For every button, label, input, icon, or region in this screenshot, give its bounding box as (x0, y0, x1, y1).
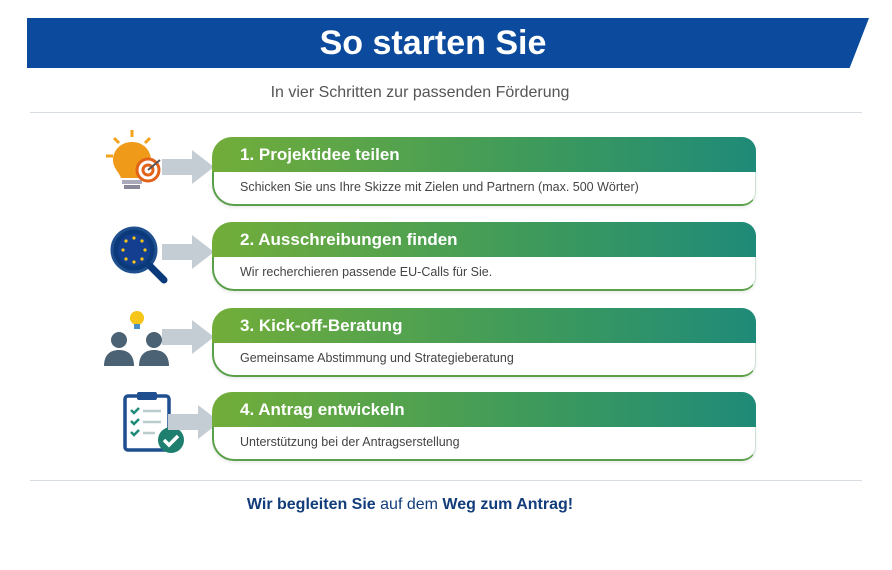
title-banner: So starten Sie (27, 18, 869, 68)
divider (30, 112, 862, 113)
step-text: Unterstützung bei der Antragserstellung (212, 427, 756, 461)
step-text: Wir recherchieren passende EU-Calls für … (212, 257, 756, 291)
step-text: Schicken Sie uns Ihre Skizze mit Zielen … (212, 172, 756, 206)
page-subtitle: In vier Schritten zur passenden Förderun… (270, 84, 570, 101)
page-title: So starten Sie (319, 24, 547, 62)
eu-magnifier-icon (110, 226, 168, 284)
tagline-normal: auf dem (375, 496, 443, 513)
arrow-icon (168, 405, 220, 439)
step-card-4: 4. Antrag entwickeln Unterstützung bei d… (212, 392, 756, 461)
step-title: 1. Projektidee teilen (212, 137, 756, 172)
step-title: 4. Antrag entwickeln (212, 392, 756, 427)
step-title: 2. Ausschreibungen finden (212, 222, 756, 257)
tagline-bold-2: Weg zum Antrag! (442, 496, 574, 513)
step-text: Gemeinsame Abstimmung und Strategieberat… (212, 343, 756, 377)
people-idea-icon (104, 311, 169, 366)
arrow-icon (162, 150, 214, 184)
tagline-bold-1: Wir begleiten Sie (246, 496, 376, 513)
divider (30, 480, 862, 481)
step-title: 3. Kick-off-Beratung (212, 308, 756, 343)
step-card-3: 3. Kick-off-Beratung Gemeinsame Abstimmu… (212, 308, 756, 377)
step-card-1: 1. Projektidee teilen Schicken Sie uns I… (212, 137, 756, 206)
footer-tagline: Wir begleiten Sie auf dem Weg zum Antrag… (0, 496, 820, 514)
arrow-icon (162, 235, 214, 269)
arrow-icon (162, 320, 214, 354)
clipboard-check-icon (123, 392, 184, 453)
step-card-2: 2. Ausschreibungen finden Wir recherchie… (212, 222, 756, 291)
lightbulb-target-icon (106, 130, 161, 189)
